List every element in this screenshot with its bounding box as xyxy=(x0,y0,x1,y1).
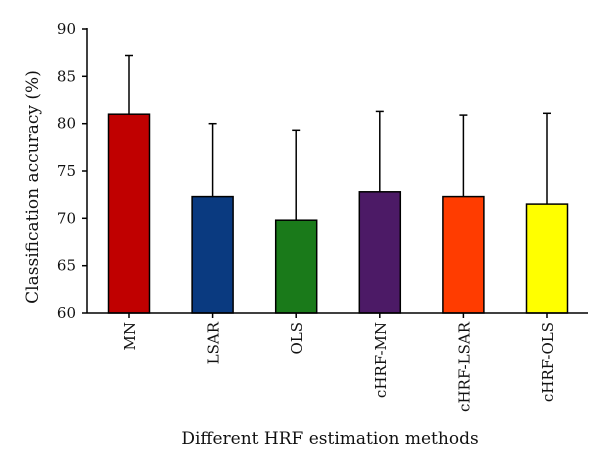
bar-chrf-ols xyxy=(525,203,569,314)
x-tick-label-mn: MN xyxy=(121,322,139,350)
x-tick-label-lsar: LSAR xyxy=(205,321,223,364)
y-tick-label-90: 90 xyxy=(57,20,76,38)
y-tick-label-70: 70 xyxy=(57,209,76,227)
bar-chrf-mn xyxy=(358,191,402,314)
y-tick-label-75: 75 xyxy=(57,162,76,180)
x-tick-label-chrf-ols: cHRF-OLS xyxy=(539,322,557,402)
x-tick-label-chrf-mn: cHRF-MN xyxy=(372,322,390,398)
bar-ols xyxy=(274,219,318,314)
x-tick-label-ols: OLS xyxy=(288,322,306,355)
x-tick-label-chrf-lsar: cHRF-LSAR xyxy=(455,321,473,412)
y-tick-label-85: 85 xyxy=(57,67,76,85)
x-axis-label: Different HRF estimation methods xyxy=(181,429,478,449)
error-bars-group xyxy=(125,54,551,221)
y-tick-label-80: 80 xyxy=(57,115,76,133)
y-ticks-group: 60 65 70 75 80 85 90 xyxy=(57,20,87,322)
y-axis-label: Classification accuracy (%) xyxy=(23,70,43,304)
y-tick-label-65: 65 xyxy=(57,257,76,275)
bar-chrf-lsar xyxy=(442,195,485,314)
bars-group xyxy=(107,113,569,314)
y-tick-label-60: 60 xyxy=(57,304,76,322)
bar-lsar xyxy=(191,195,234,314)
axes-group xyxy=(86,28,588,314)
bar-mn xyxy=(107,113,151,314)
x-ticks-group: MN LSAR OLS cHRF-MN cHRF-LSAR cHRF-OLS xyxy=(121,313,557,412)
